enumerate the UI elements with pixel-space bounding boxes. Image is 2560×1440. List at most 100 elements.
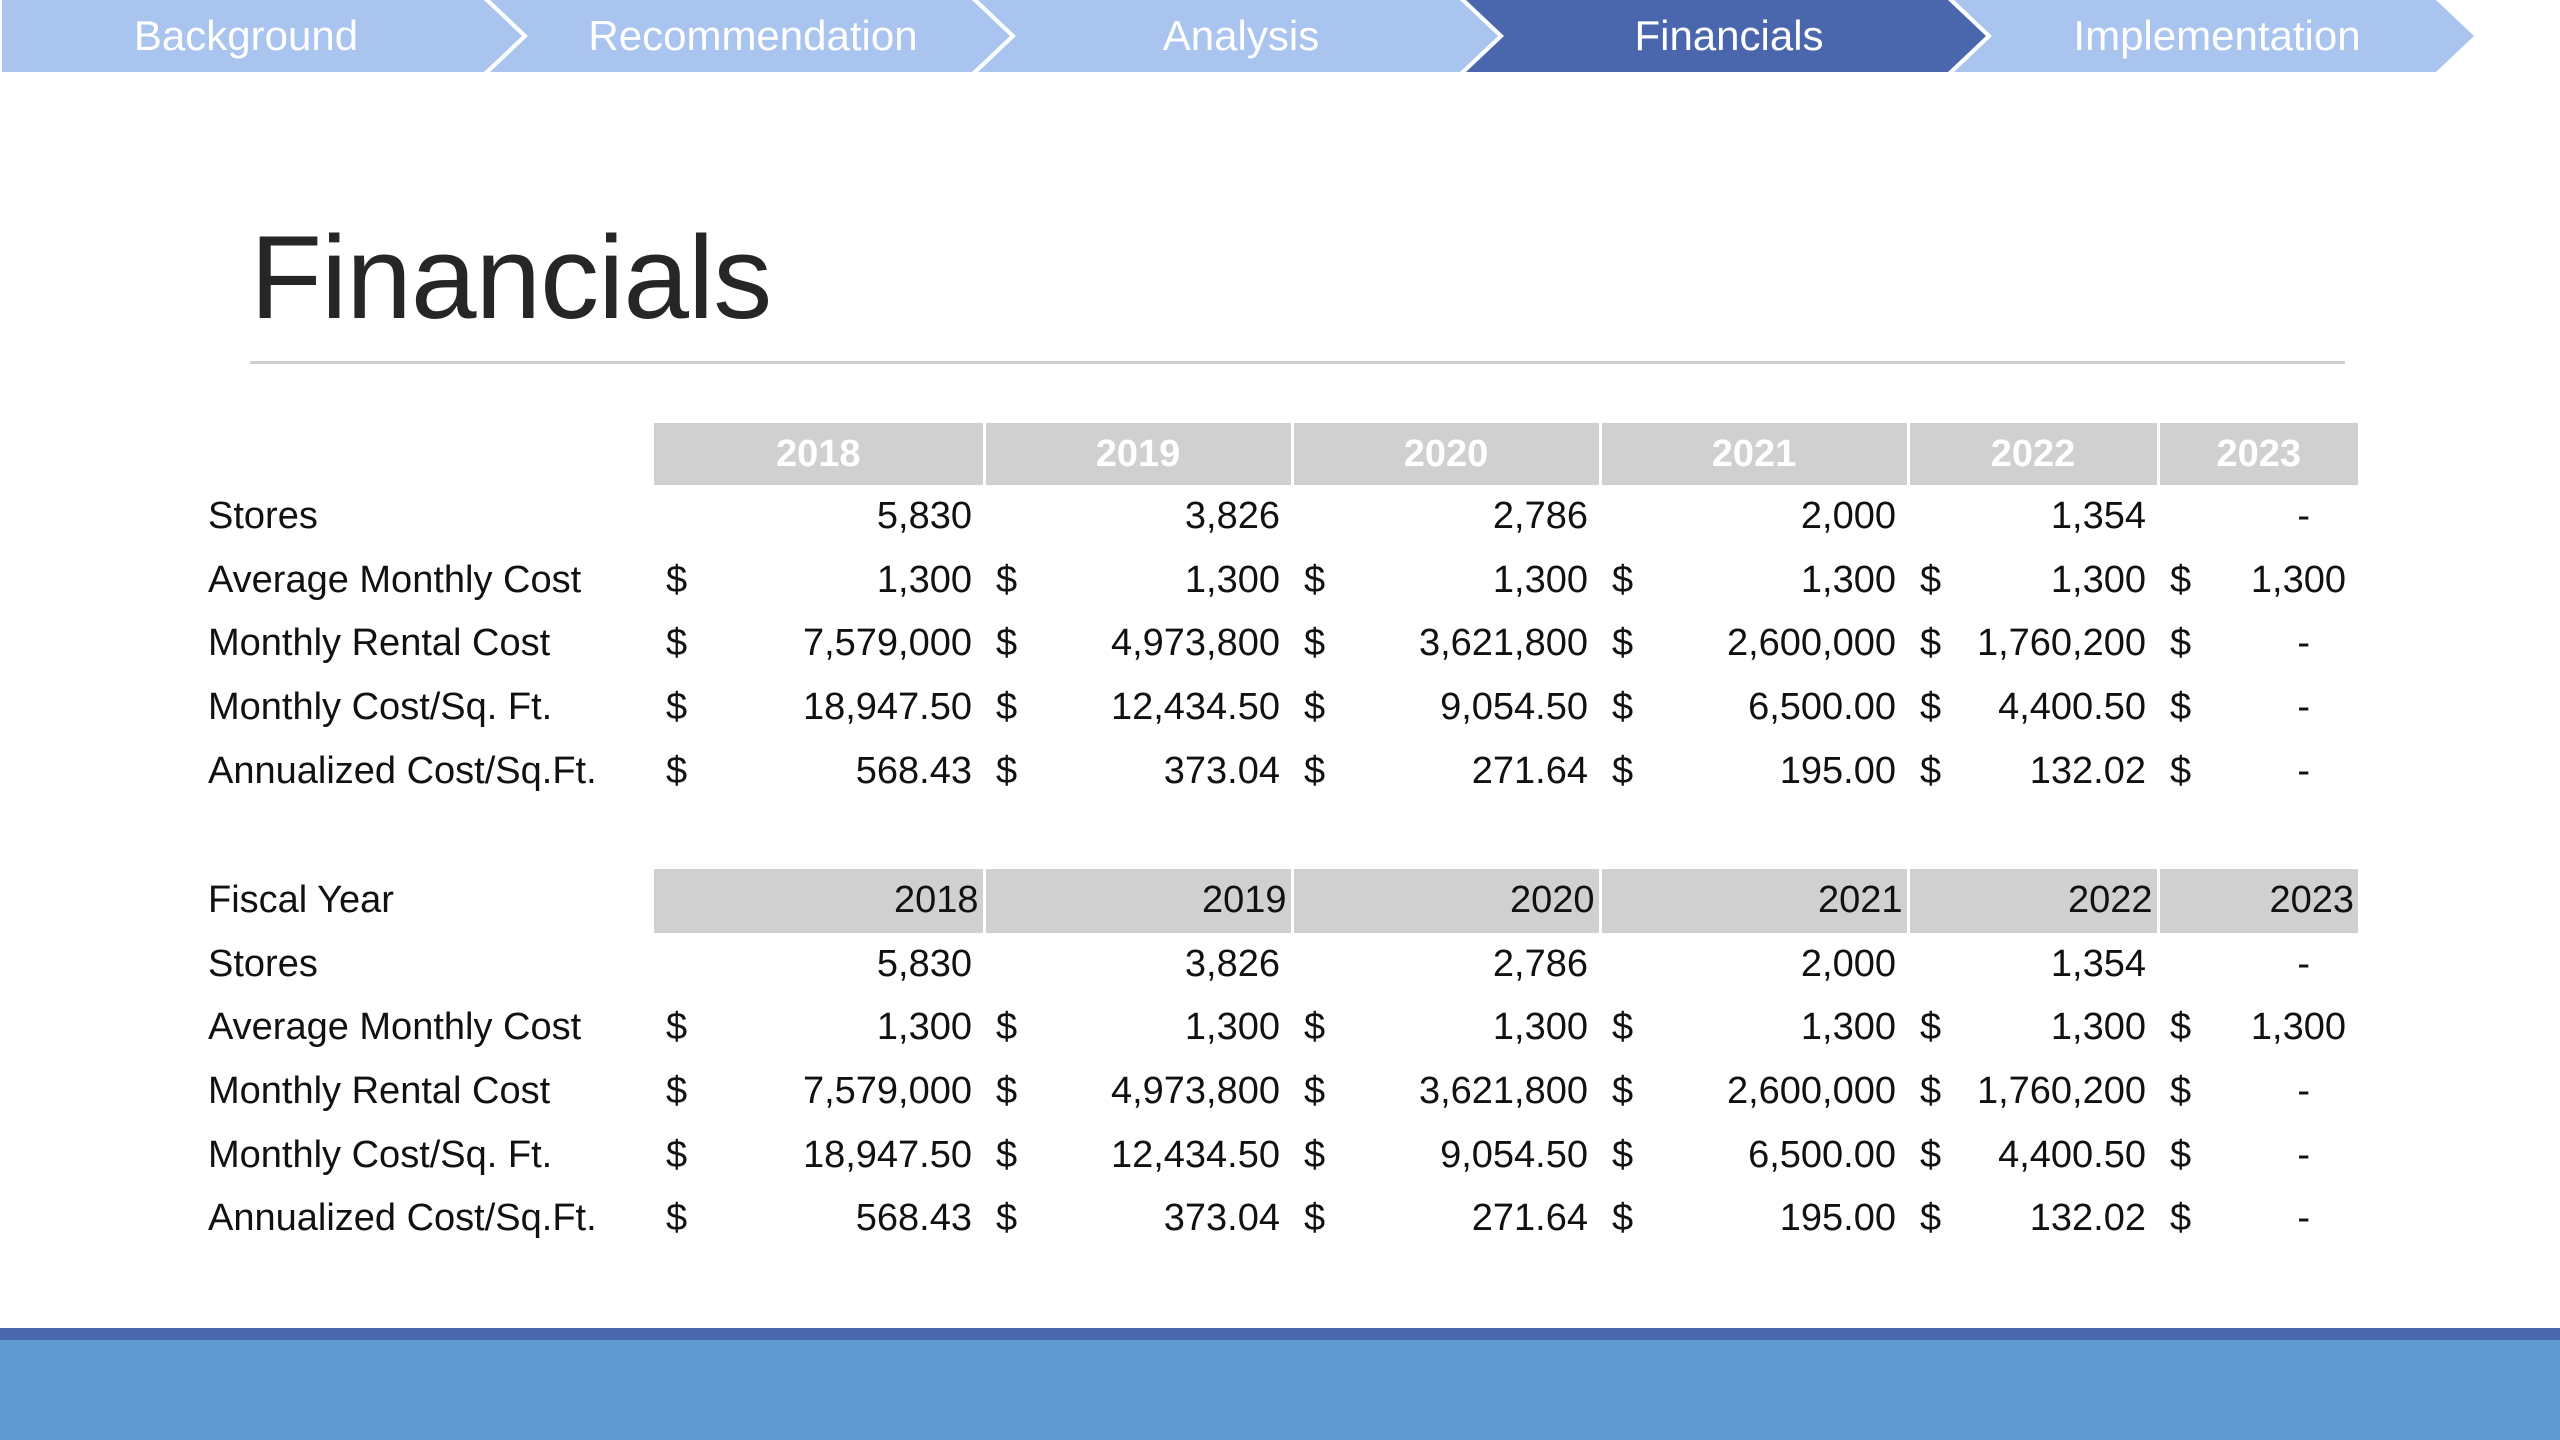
nav-step-implementation[interactable]: Implementation (2073, 12, 2361, 59)
cell-value: - (2297, 686, 2310, 729)
table-row: Stores 5,830 3,826 2,786 2,000 1,354 - (190, 933, 2358, 997)
row-label: Annualized Cost/Sq.Ft. (208, 749, 597, 792)
cell-value: 568.43 (855, 749, 972, 792)
row-label: Stores (208, 942, 318, 985)
table-row: Stores 5,830 3,826 2,786 2,000 1,354 - (190, 485, 2358, 549)
currency-symbol: $ (996, 1133, 1018, 1176)
row-label: Monthly Rental Cost (208, 622, 551, 665)
currency-symbol: $ (996, 1070, 1018, 1113)
year-header-2022: 2022 (1906, 423, 2158, 485)
currency-symbol: $ (666, 1006, 688, 1049)
year-header-2023: 2023 (2156, 423, 2358, 485)
year-header-2020: 2020 (1290, 869, 1600, 933)
currency-symbol: $ (1612, 622, 1634, 665)
nav-chevron-financials[interactable] (1466, 0, 1986, 72)
currency-symbol (2158, 933, 2208, 997)
currency-symbol (654, 933, 724, 997)
table-row: Monthly Rental Cost $7,579,000 $4,973,800 $… (190, 1060, 2358, 1124)
currency-symbol (1600, 933, 1670, 997)
table-header-label (190, 423, 654, 485)
currency-symbol: $ (666, 686, 688, 729)
currency-symbol: $ (996, 686, 1018, 729)
cell-value: 5,830 (876, 495, 972, 538)
cell-value: 2,600,000 (1726, 622, 1896, 665)
cell-value: 1,300 (1800, 558, 1896, 601)
currency-symbol: $ (1920, 1006, 1942, 1049)
cell-value: - (2297, 942, 2310, 985)
currency-symbol: $ (1612, 749, 1634, 792)
cell-value: 2,000 (1800, 495, 1896, 538)
year-header-2023: 2023 (2156, 869, 2358, 933)
currency-symbol: $ (996, 749, 1018, 792)
cell-value: 2,786 (1492, 495, 1588, 538)
table-row: Average Monthly Cost $1,300 $1,300 $1,300 $1… (190, 996, 2358, 1060)
table-row: Annualized Cost/Sq.Ft. $568.43 $373.04 $271… (190, 1187, 2358, 1251)
cell-value: 1,300 (1800, 1006, 1896, 1049)
chevron-nav-shapes (2, 0, 2474, 72)
year-header-2021: 2021 (1598, 869, 1908, 933)
year-header-label: 2020 (1509, 879, 1595, 922)
cell-value: 132.02 (2029, 1197, 2146, 1240)
cell-value: 6,500.00 (1748, 686, 1896, 729)
cell-value: 7,579,000 (802, 622, 972, 665)
currency-symbol: $ (1612, 1197, 1634, 1240)
table-row: Monthly Cost/Sq. Ft. $18,947.50 $12,434.50… (190, 676, 2358, 740)
currency-symbol: $ (996, 1197, 1018, 1240)
cell-value: 12,434.50 (1110, 686, 1280, 729)
nav-chevron-recommendation[interactable] (490, 0, 1010, 72)
year-header-2022: 2022 (1906, 869, 2158, 933)
nav-chevron-background[interactable] (2, 0, 522, 72)
currency-symbol: $ (1612, 686, 1634, 729)
currency-symbol (1908, 485, 1958, 549)
cell-value: 1,300 (2250, 558, 2346, 601)
financials-table-2: Fiscal Year 2018 2019 2020 2021 2022 2023 Store… (190, 869, 2358, 1251)
cell-value: 271.64 (1471, 749, 1588, 792)
currency-symbol: $ (1612, 1133, 1634, 1176)
cell-value: 271.64 (1471, 1197, 1588, 1240)
nav-chevron-implementation[interactable] (1954, 0, 2474, 72)
currency-symbol: $ (1304, 558, 1326, 601)
currency-symbol (1600, 485, 1670, 549)
cell-value: 1,760,200 (1976, 1070, 2146, 1113)
nav-step-financials[interactable]: Financials (1634, 12, 1824, 59)
cell-value: 3,621,800 (1418, 1070, 1588, 1113)
currency-symbol: $ (2170, 1133, 2192, 1176)
table-row: Annualized Cost/Sq.Ft. $568.43 $373.04 $271… (190, 739, 2358, 803)
table-row: Monthly Rental Cost $7,579,000 $4,973,800 $… (190, 612, 2358, 676)
cell-value: 3,826 (1184, 942, 1280, 985)
nav-chevron-analysis[interactable] (978, 0, 1498, 72)
year-header-label: 2018 (775, 432, 861, 475)
currency-symbol: $ (1304, 1006, 1326, 1049)
nav-step-recommendation[interactable]: Recommendation (588, 12, 918, 59)
currency-symbol: $ (1304, 749, 1326, 792)
title-divider (250, 361, 2345, 364)
currency-symbol: $ (666, 1133, 688, 1176)
row-label: Average Monthly Cost (208, 1006, 582, 1049)
currency-symbol: $ (996, 558, 1018, 601)
currency-symbol: $ (2170, 1070, 2192, 1113)
cell-value: 373.04 (1163, 749, 1280, 792)
currency-symbol: $ (2170, 622, 2192, 665)
cell-value: 195.00 (1779, 749, 1896, 792)
chevron-nav: Background Recommendation Analysis Financia… (0, 0, 2560, 74)
currency-symbol: $ (666, 749, 688, 792)
cell-value: 7,579,000 (802, 1070, 972, 1113)
cell-value: 12,434.50 (1110, 1133, 1280, 1176)
year-header-label: 2022 (1990, 432, 2076, 475)
currency-symbol: $ (2170, 1006, 2192, 1049)
year-header-label: 2023 (2216, 432, 2302, 475)
year-header-label: 2021 (1817, 879, 1903, 922)
cell-value: 5,830 (876, 942, 972, 985)
cell-value: 1,300 (2250, 1006, 2346, 1049)
nav-step-background[interactable]: Background (133, 12, 359, 59)
year-header-2019: 2019 (982, 423, 1292, 485)
currency-symbol: $ (1920, 1133, 1942, 1176)
cell-value: 1,300 (876, 1006, 972, 1049)
currency-symbol: $ (1304, 622, 1326, 665)
currency-symbol (2158, 485, 2208, 549)
currency-symbol: $ (1304, 1070, 1326, 1113)
currency-symbol: $ (2170, 558, 2192, 601)
nav-step-analysis[interactable]: Analysis (1162, 12, 1320, 59)
cell-value: 132.02 (2029, 749, 2146, 792)
currency-symbol: $ (1612, 1006, 1634, 1049)
